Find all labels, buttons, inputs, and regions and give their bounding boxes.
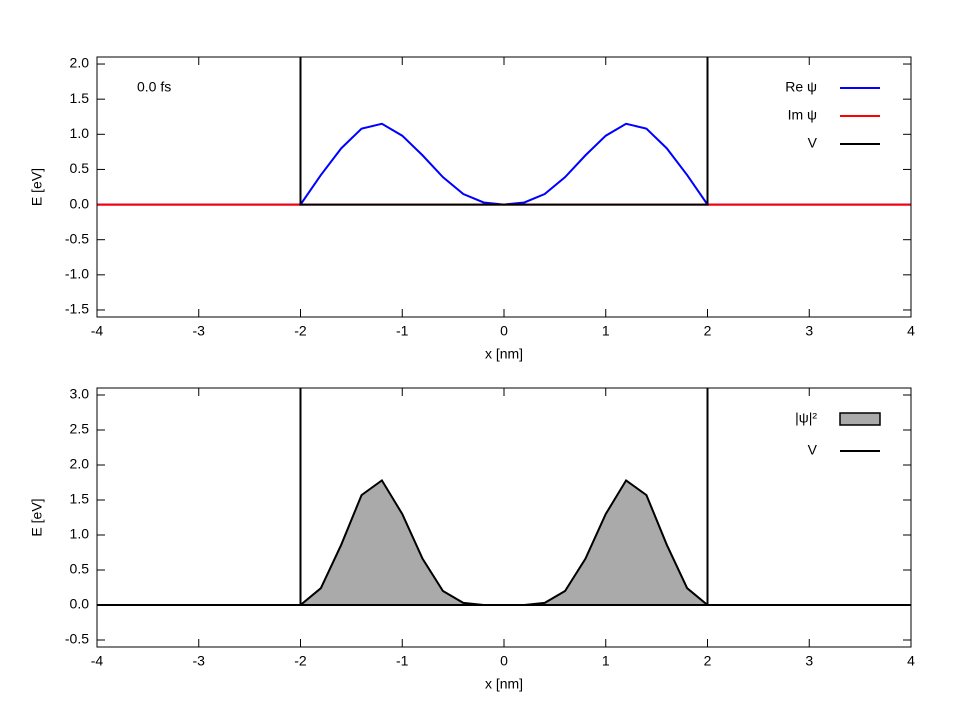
x-tick-label: 1 [602, 323, 610, 339]
x-axis-label: x [nm] [485, 676, 523, 692]
x-tick-label: 1 [602, 653, 610, 669]
y-tick-label: -1.0 [65, 266, 89, 282]
legend-label: Re ψ [785, 79, 817, 95]
x-tick-label: 4 [907, 653, 915, 669]
legend-label: V [808, 135, 818, 151]
legend-label: |ψ|² [795, 410, 817, 426]
legend-label: Im ψ [788, 107, 817, 123]
y-tick-label: -0.5 [65, 230, 89, 246]
y-tick-label: 0.5 [70, 561, 90, 577]
line [97, 478, 911, 606]
x-tick-label: -4 [91, 323, 104, 339]
x-tick-label: 0 [500, 323, 508, 339]
y-tick-label: 0.0 [70, 596, 90, 612]
y-tick-label: 2.0 [70, 456, 90, 472]
y-tick-label: 2.0 [70, 55, 90, 71]
x-tick-label: 2 [704, 323, 712, 339]
line [299, 57, 709, 206]
y-axis-label: E [eV] [29, 168, 45, 206]
x-tick-label: -1 [396, 323, 409, 339]
area [97, 480, 911, 605]
y-axis-label: E [eV] [29, 498, 45, 536]
plot-frame [96, 387, 912, 648]
plot-frame [96, 56, 912, 318]
x-tick-label: 2 [704, 653, 712, 669]
x-tick-label: -2 [294, 323, 307, 339]
x-tick-label: 3 [805, 653, 813, 669]
annotation: 0.0 fs [137, 79, 171, 95]
y-tick-label: 1.0 [70, 526, 90, 542]
y-tick-label: -0.5 [65, 631, 89, 647]
legend-swatch [839, 412, 881, 426]
x-tick-label: -3 [193, 323, 206, 339]
x-tick-label: -1 [396, 653, 409, 669]
x-tick-label: -2 [294, 653, 307, 669]
x-tick-label: 4 [907, 323, 915, 339]
y-tick-label: 0.0 [70, 195, 90, 211]
x-axis-label: x [nm] [485, 346, 523, 362]
legend-label: V [808, 442, 818, 458]
line [299, 388, 709, 606]
y-tick-label: -1.5 [65, 301, 89, 317]
x-tick-label: 3 [805, 323, 813, 339]
x-tick-label: -3 [193, 653, 206, 669]
y-tick-label: 1.0 [70, 125, 90, 141]
y-tick-label: 1.5 [70, 90, 90, 106]
x-tick-label: -4 [91, 653, 104, 669]
line [97, 122, 911, 206]
y-tick-label: 0.5 [70, 160, 90, 176]
y-tick-label: 1.5 [70, 491, 90, 507]
y-tick-label: 2.5 [70, 421, 90, 437]
y-tick-label: 3.0 [70, 386, 90, 402]
x-tick-label: 0 [500, 653, 508, 669]
